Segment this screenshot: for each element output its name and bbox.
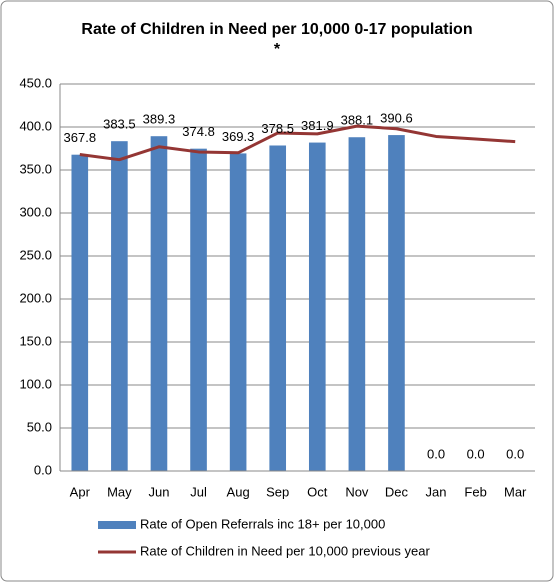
data-label: 390.6 (380, 111, 413, 126)
x-tick-label: Feb (464, 484, 486, 499)
x-tick-label: Sep (266, 484, 289, 499)
y-tick-label: 0.0 (34, 462, 52, 477)
y-tick-label: 250.0 (19, 247, 52, 262)
chart-title: * (274, 41, 281, 58)
data-label: 378.5 (261, 121, 294, 136)
x-tick-label: Aug (227, 484, 250, 499)
y-tick-label: 50.0 (27, 419, 52, 434)
bar (111, 141, 128, 471)
data-label: 0.0 (427, 446, 445, 461)
bar (308, 142, 326, 472)
data-label: 374.8 (182, 124, 215, 139)
data-label: 367.8 (64, 130, 97, 145)
y-tick-label: 300.0 (19, 204, 52, 219)
x-tick-label: Nov (345, 484, 369, 499)
y-tick-label: 450.0 (19, 75, 52, 90)
data-label: 381.9 (301, 118, 334, 133)
legend-label: Rate of Open Referrals inc 18+ per 10,00… (140, 516, 385, 531)
data-label: 383.5 (103, 117, 136, 132)
data-label: 0.0 (506, 446, 524, 461)
x-tick-label: Oct (307, 484, 328, 499)
y-tick-label: 100.0 (19, 376, 52, 391)
bar (150, 136, 168, 471)
bar (71, 154, 89, 471)
x-tick-label: Apr (70, 484, 91, 499)
chart-title: Rate of Children in Need per 10,000 0-17… (81, 21, 472, 38)
bar (388, 135, 405, 472)
x-tick-label: Jun (148, 484, 169, 499)
y-tick-label: 200.0 (19, 290, 52, 305)
data-label: 369.3 (222, 129, 255, 144)
x-tick-label: Jul (190, 484, 207, 499)
line (79, 124, 516, 162)
y-tick-label: 400.0 (19, 118, 52, 133)
data-label: 0.0 (467, 446, 485, 461)
legend-label: Rate of Children in Need per 10,000 prev… (140, 543, 430, 558)
x-tick-label: May (107, 484, 132, 499)
y-tick-label: 150.0 (19, 333, 52, 348)
bar (229, 153, 247, 472)
data-label: 388.1 (341, 113, 374, 128)
y-tick-label: 350.0 (19, 161, 52, 176)
bar (190, 148, 207, 471)
x-tick-label: Jan (426, 484, 447, 499)
legend-swatch (98, 521, 136, 529)
x-tick-label: Dec (385, 484, 409, 499)
x-tick-label: Mar (504, 484, 527, 499)
data-label: 389.3 (143, 112, 176, 127)
bar (348, 137, 366, 471)
bar (269, 145, 287, 472)
